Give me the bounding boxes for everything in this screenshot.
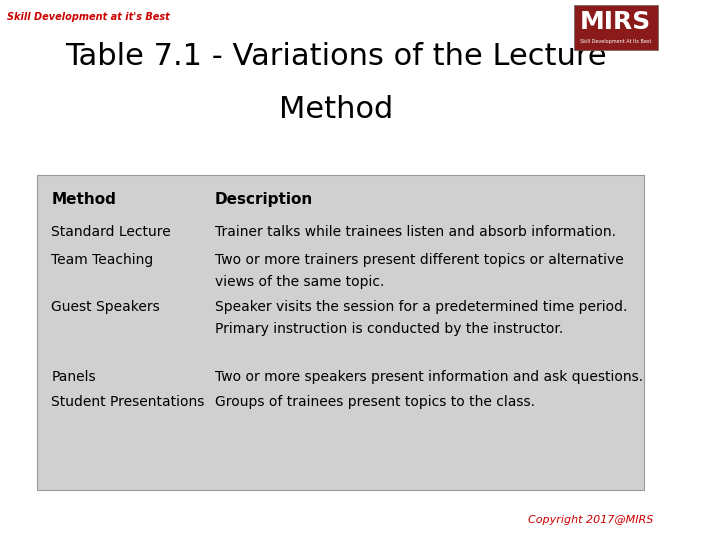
Text: Skill Development At Its Best: Skill Development At Its Best — [580, 39, 652, 44]
Bar — [574, 5, 657, 50]
Text: Method: Method — [279, 95, 393, 124]
Text: Two or more trainers present different topics or alternative: Two or more trainers present different t… — [215, 253, 624, 267]
Text: views of the same topic.: views of the same topic. — [215, 275, 384, 289]
Text: Skill Development at it's Best: Skill Development at it's Best — [7, 12, 170, 22]
Text: Groups of trainees present topics to the class.: Groups of trainees present topics to the… — [215, 395, 534, 409]
Text: Description: Description — [215, 192, 312, 207]
Text: Trainer talks while trainees listen and absorb information.: Trainer talks while trainees listen and … — [215, 225, 616, 239]
Text: Method: Method — [51, 192, 116, 207]
Bar — [37, 175, 644, 490]
Text: Copyright 2017@MIRS: Copyright 2017@MIRS — [528, 515, 653, 525]
Text: Speaker visits the session for a predetermined time period.: Speaker visits the session for a predete… — [215, 300, 627, 314]
Text: Table 7.1 - Variations of the Lecture: Table 7.1 - Variations of the Lecture — [65, 42, 607, 71]
Text: Two or more speakers present information and ask questions.: Two or more speakers present information… — [215, 370, 643, 384]
Text: Guest Speakers: Guest Speakers — [51, 300, 160, 314]
Text: Student Presentations: Student Presentations — [51, 395, 204, 409]
Text: Panels: Panels — [51, 370, 96, 384]
Text: MIRS: MIRS — [580, 10, 652, 34]
Text: Standard Lecture: Standard Lecture — [51, 225, 171, 239]
Text: Primary instruction is conducted by the instructor.: Primary instruction is conducted by the … — [215, 322, 563, 336]
Text: Team Teaching: Team Teaching — [51, 253, 153, 267]
